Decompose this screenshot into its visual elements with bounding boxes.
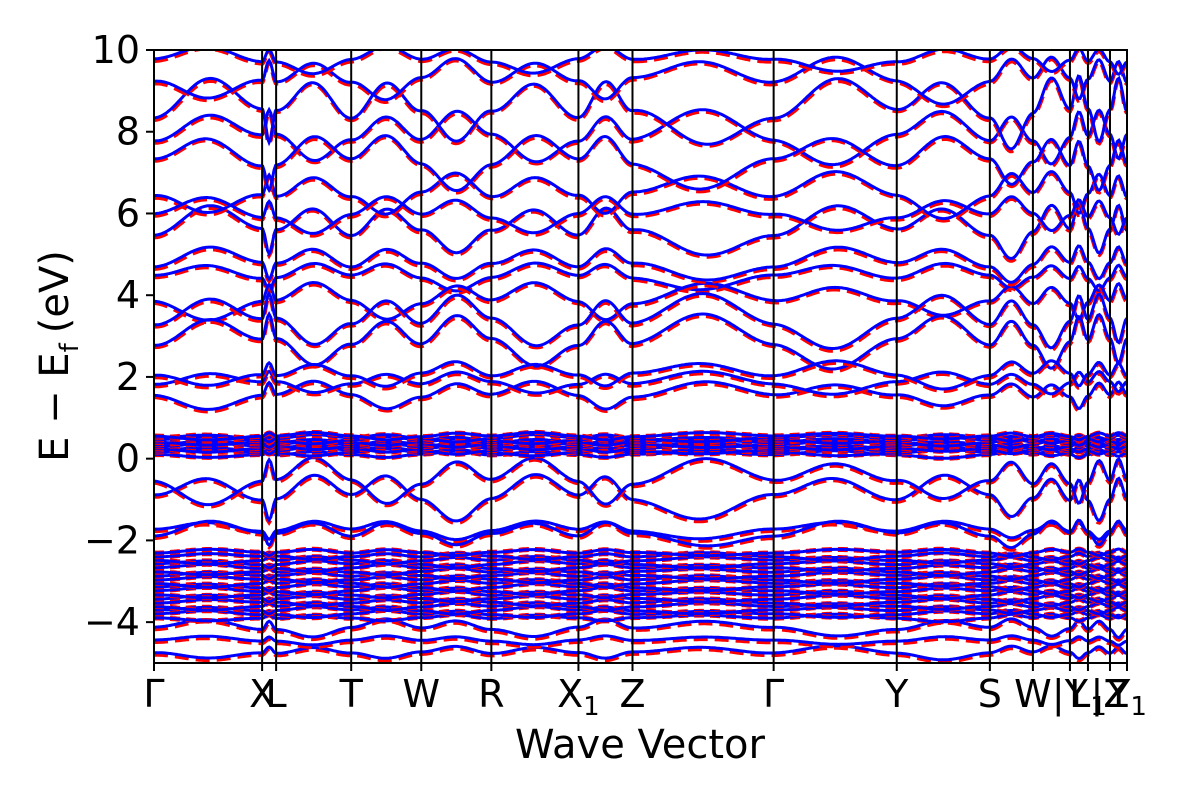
band-solid-5 — [154, 280, 1127, 322]
valence-band-cluster-line-1-1 — [154, 609, 1127, 620]
x-tick-label-7: Z — [619, 672, 645, 716]
band-solid-7 — [154, 519, 1127, 542]
x-tick-label-4: W — [402, 672, 440, 716]
valence-band-cluster-line-9-1 — [154, 578, 1127, 589]
band-solid-13 — [154, 202, 1127, 260]
x-tick-label-13: L1 — [1069, 672, 1107, 722]
band-solid-0 — [154, 644, 1127, 662]
valence-band-cluster — [154, 546, 1127, 625]
valence-band-cluster-line-3-1 — [154, 601, 1127, 612]
x-tick-label-10: S — [978, 672, 1002, 716]
band-solid-11 — [154, 379, 1127, 411]
valence-band-cluster-line-12-1 — [154, 566, 1127, 578]
high-symmetry-lines — [153, 50, 1128, 663]
y-tick-label-7: −4 — [84, 600, 140, 644]
svg-text:E − Ef(eV): E − Ef (eV) — [32, 250, 85, 462]
x-tick-label-1: X — [249, 672, 275, 716]
x-tick-label-3: T — [339, 672, 364, 716]
plot-frame — [153, 49, 1128, 664]
band-solid-2 — [154, 261, 1127, 293]
band-solid-17 — [154, 170, 1127, 221]
x-tick-label-5: R — [478, 672, 504, 716]
flat-bands-near-ef — [154, 429, 1127, 461]
band-dashed-0 — [154, 645, 1127, 663]
x-tick-label-11: W — [1014, 672, 1052, 716]
band-solid-18 — [154, 50, 1127, 76]
band-dashed-12 — [154, 291, 1127, 353]
x-tick-label-6: X1 — [557, 672, 600, 722]
y-tick-label-5: 0 — [116, 437, 140, 481]
y-axis-title-unit: (eV) — [32, 250, 78, 333]
y-tick-label-6: −2 — [84, 518, 140, 562]
band-dashed-17 — [154, 171, 1127, 223]
band-dashed-4 — [154, 474, 1127, 526]
band-solid-3 — [154, 634, 1127, 647]
band-solid-1 — [154, 617, 1127, 640]
x-tick-label-15: Y1 — [1106, 672, 1147, 722]
band-solid-20 — [154, 359, 1127, 391]
band-solid-6 — [154, 106, 1127, 167]
band-dashed-15 — [154, 370, 1127, 399]
x-tick-label-14: |Z — [1091, 672, 1130, 717]
y-tick-label-1: 8 — [116, 110, 140, 154]
y-axis-title-sub: f — [55, 342, 85, 352]
valence-band-cluster-line-17-1 — [154, 547, 1127, 558]
y-axis: 10 8 6 4 2 0 −2 −4 — [84, 28, 154, 644]
band-solid-22 — [154, 133, 1127, 194]
band-solid-12 — [154, 290, 1127, 350]
x-tick-label-0: Γ — [143, 672, 164, 716]
y-tick-label-0: 10 — [92, 28, 140, 72]
band-dashed-8 — [154, 457, 1127, 509]
band-lines — [154, 50, 1127, 663]
y-tick-label-3: 4 — [116, 273, 140, 317]
band-dashed-1 — [154, 618, 1127, 642]
band-dashed-19 — [154, 520, 1127, 552]
band-dashed-2 — [154, 263, 1127, 296]
x-tick-label-2: L — [266, 672, 287, 716]
band-dashed-14 — [154, 57, 1127, 109]
y-tick-label-4: 2 — [116, 355, 140, 399]
y-axis-title: E − Ef (eV) — [32, 250, 85, 462]
band-dashed-6 — [154, 107, 1127, 169]
y-axis-title-main: E − E — [32, 352, 78, 462]
valence-band-cluster-line-13-1 — [154, 562, 1127, 574]
band-dashed-11 — [154, 381, 1127, 414]
band-dashed-22 — [154, 135, 1127, 197]
valence-band-cluster-line-10-1 — [154, 574, 1127, 585]
band-solid-19 — [154, 518, 1127, 550]
valence-band-cluster-line-7-1 — [154, 585, 1127, 597]
x-tick-label-12: |Y — [1052, 672, 1089, 717]
x-tick-label-9: Y — [884, 672, 909, 716]
x-tick-label-8: Γ — [763, 672, 784, 716]
band-dashed-21 — [154, 196, 1127, 239]
x-axis: Γ XL T W R X1 Z Γ Y S W |YL1|ZY1 — [143, 663, 1147, 722]
band-solid-14 — [154, 55, 1127, 106]
band-dashed-16 — [154, 245, 1127, 287]
valence-band-cluster-line-4-1 — [154, 597, 1127, 608]
band-solid-21 — [154, 195, 1127, 237]
band-solid-10 — [154, 74, 1127, 151]
flat-bands-near-ef-line-6-1 — [154, 437, 1127, 448]
band-solid-16 — [154, 244, 1127, 284]
flat-bands-near-ef-line-9-1 — [154, 430, 1127, 442]
plot-area — [154, 50, 1127, 663]
band-dashed-3 — [154, 635, 1127, 650]
band-dashed-18 — [154, 50, 1127, 79]
valence-band-cluster-line-16-1 — [154, 551, 1127, 562]
band-solid-15 — [154, 369, 1127, 396]
band-dashed-5 — [154, 282, 1127, 325]
y-tick-label-2: 6 — [116, 191, 140, 235]
band-solid-4 — [154, 473, 1127, 523]
band-dashed-20 — [154, 360, 1127, 393]
valence-band-cluster-line-15-1 — [154, 555, 1127, 566]
x-axis-title: Wave Vector — [515, 722, 766, 768]
